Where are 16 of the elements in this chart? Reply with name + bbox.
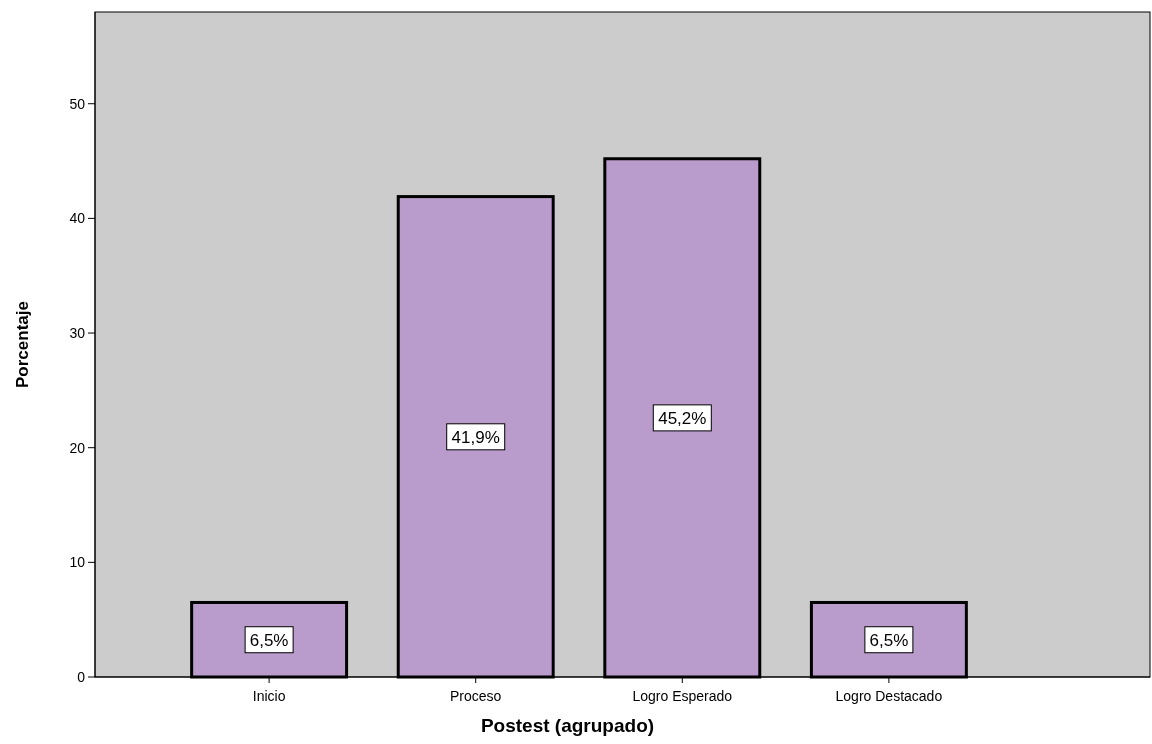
data-label: 41,9% [451,427,500,447]
x-axis-title: Postest (agrupado) [480,715,655,736]
data-label: 45,2% [658,408,707,428]
y-axis-title: Porcentaje [13,301,32,388]
data-label: 6,5% [869,630,909,650]
y-tick-label: 50 [69,95,86,112]
x-tick-label: Inicio [252,688,286,704]
y-tick-label: 30 [69,325,86,342]
x-tick-label: Logro Esperado [632,688,733,704]
y-tick-label: 40 [69,210,86,227]
data-label: 6,5% [249,630,289,650]
y-tick-label: 0 [77,669,86,685]
x-tick-label: Proceso [450,688,502,704]
x-tick-label: Logro Destacado [835,688,943,704]
y-tick-label: 20 [69,439,86,456]
y-tick-label: 10 [69,554,86,571]
